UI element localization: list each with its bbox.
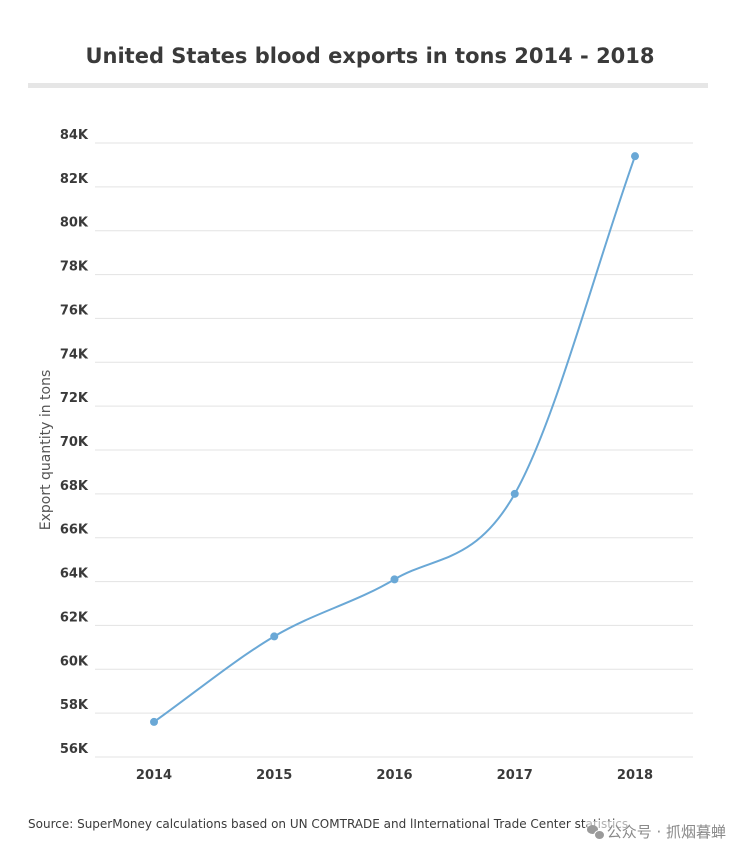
data-point-2015 [270, 632, 279, 641]
x-tick-label-2017: 2017 [497, 768, 533, 783]
x-tick-label-2018: 2018 [617, 768, 653, 783]
data-points [150, 152, 639, 726]
source-note: Source: SuperMoney calculations based on… [28, 817, 629, 831]
y-tick-label: 78K [60, 260, 89, 275]
y-axis-label: Export quantity in tons [38, 370, 54, 531]
data-point-2014 [150, 717, 158, 726]
y-tick-label: 66K [60, 523, 89, 538]
chart-title: United States blood exports in tons 2014… [85, 44, 655, 68]
y-tick-label: 76K [60, 303, 89, 318]
y-tick-label: 74K [60, 347, 89, 362]
x-tick-label-2016: 2016 [376, 768, 412, 783]
y-tick-label: 60K [60, 654, 89, 669]
x-tick-label-2015: 2015 [256, 768, 292, 783]
line-chart: 56K 58K 60K 62K 64K 66K 68K 70K 72K 74K 76K 78K 80K 8… [38, 128, 693, 783]
data-point-2018 [631, 152, 639, 161]
y-tick-label: 70K [60, 435, 89, 450]
x-tick-label-2014: 2014 [136, 768, 172, 783]
series-line-blood-exports [153, 155, 636, 723]
y-tick-label: 84K [60, 128, 89, 143]
data-point-2017 [510, 489, 519, 498]
y-axis-ticks: 56K 58K 60K 62K 64K 66K 68K 70K 72K 74K 76K 78K 80K 8… [60, 128, 89, 757]
y-tick-label: 62K [60, 610, 89, 625]
title-divider [28, 83, 708, 88]
gridlines [95, 142, 693, 758]
watermark-text: 公众号 · 抓烟暮蝉 [606, 823, 726, 841]
data-point-2016 [390, 575, 399, 584]
y-tick-label: 64K [60, 567, 89, 582]
wechat-icon [586, 825, 605, 840]
y-tick-label: 72K [60, 391, 89, 406]
y-tick-label: 56K [60, 742, 89, 757]
y-tick-label: 82K [60, 172, 89, 187]
y-tick-label: 58K [60, 698, 89, 713]
watermark: 公众号 · 抓烟暮蝉 [586, 821, 726, 842]
x-axis-ticks: 2014 2015 2016 2017 2018 [136, 768, 653, 783]
y-tick-label: 80K [60, 216, 89, 231]
y-tick-label: 68K [60, 479, 89, 494]
